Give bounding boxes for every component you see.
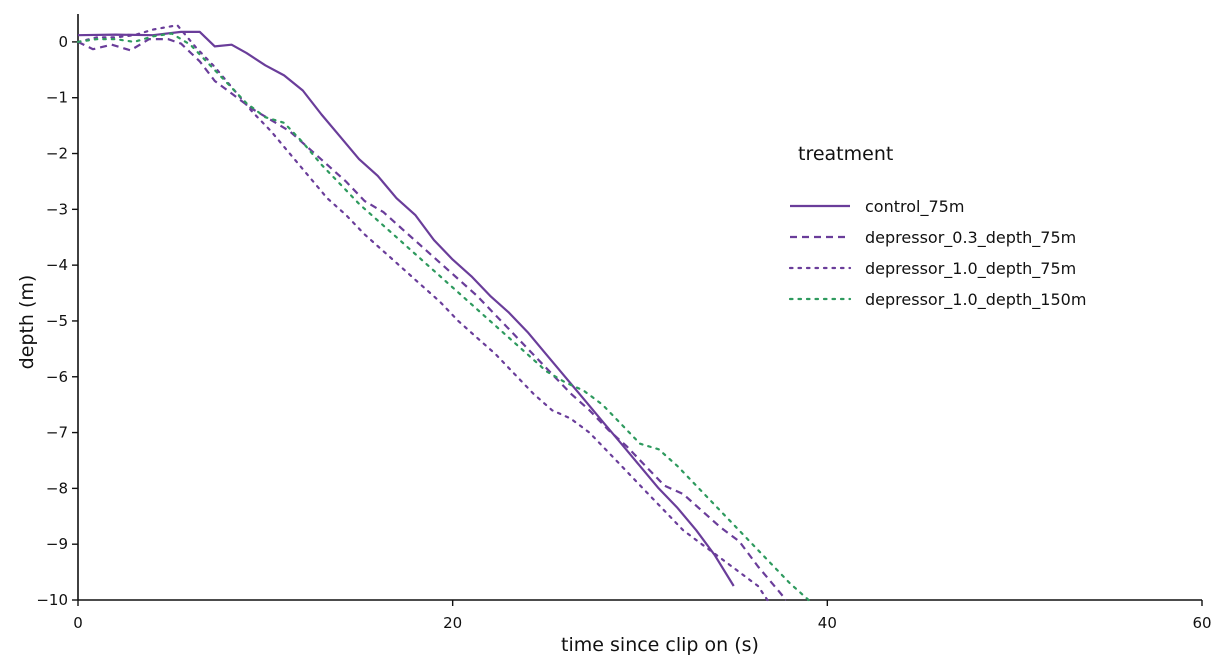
x-axis-title: time since clip on (s) — [561, 634, 759, 655]
legend-label: depressor_1.0_depth_75m — [865, 259, 1076, 279]
y-tick-label: −3 — [46, 200, 68, 218]
x-tick-label: 60 — [1192, 614, 1211, 632]
legend: treatment control_75m depressor_0.3_depth… — [788, 143, 1086, 310]
y-tick-label: −2 — [46, 145, 68, 163]
y-tick-label: −8 — [46, 479, 68, 497]
legend-title: treatment — [798, 143, 893, 165]
x-tick-label: 40 — [818, 614, 837, 632]
y-axis-title: depth (m) — [16, 275, 38, 370]
y-tick-label: 0 — [58, 33, 68, 51]
y-tick-label: −4 — [46, 256, 68, 274]
series-line-control-75m — [77, 30, 735, 587]
y-tick-label: −5 — [46, 312, 68, 330]
y-tick-label: −7 — [46, 424, 68, 442]
legend-label: depressor_1.0_depth_150m — [865, 290, 1086, 310]
y-tick-label: −9 — [46, 535, 68, 553]
legend-label: control_75m — [865, 197, 964, 217]
legend-label: depressor_0.3_depth_75m — [865, 228, 1076, 248]
y-tick-label: −6 — [46, 368, 68, 386]
series-layer — [76, 24, 810, 602]
series-line-depressor-1-0-depth-75m — [76, 24, 769, 602]
series-line-depressor-0-3-depth-75m — [77, 38, 787, 601]
x-tick-label: 0 — [73, 614, 83, 632]
axes: 0 20 40 60 0 −1 −2 −3 −4 −5 −6 −7 −8 −9 −10 — [36, 14, 1212, 632]
x-tick-label: 20 — [443, 614, 462, 632]
series-line-depressor-1-0-depth-150m — [76, 32, 810, 602]
y-tick-label: −1 — [46, 89, 68, 107]
y-tick-label: −10 — [36, 591, 68, 609]
